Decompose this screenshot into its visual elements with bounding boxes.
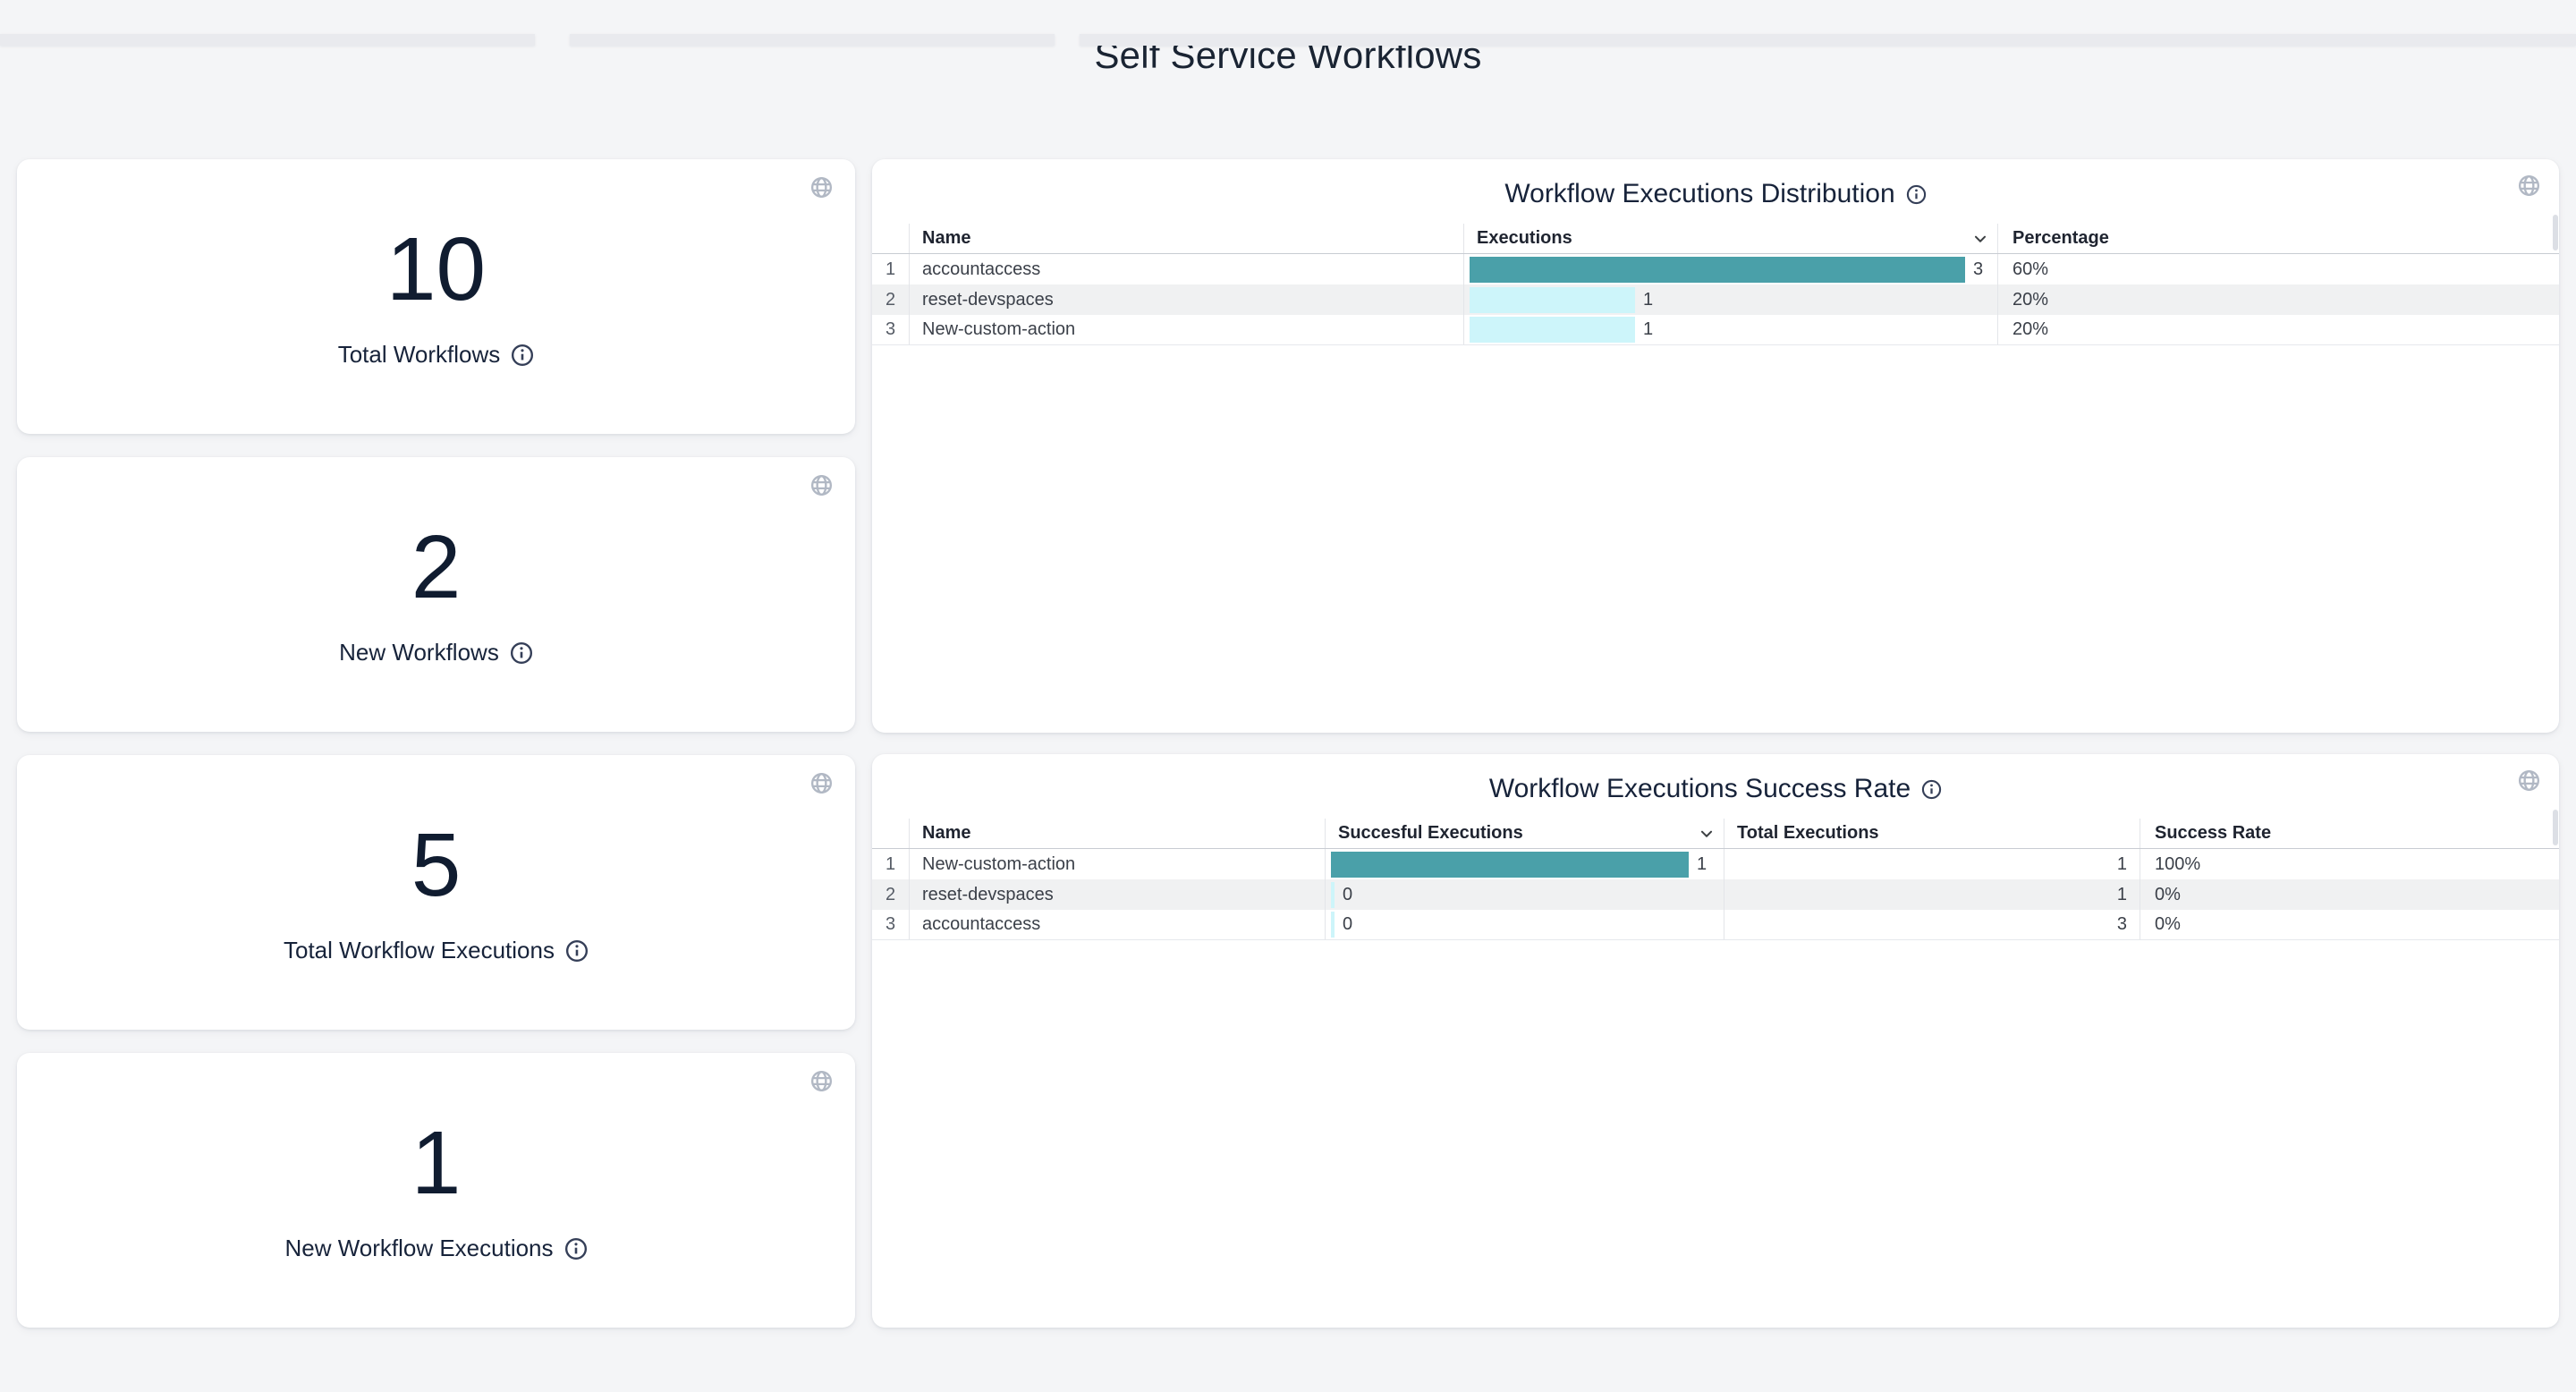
stat-card-total-workflows: 10 Total Workflows [17,159,855,434]
percentage-value: 20% [1997,284,2559,315]
stat-card-new-workflows: 2 New Workflows [17,457,855,732]
workflow-name: New-custom-action [909,849,1325,879]
table-row[interactable]: 1 accountaccess 3 60% [872,254,2559,284]
stat-card-column: 10 Total Workflows 2 New Workflows 5 Tot… [17,159,855,1328]
total-executions-value: 1 [1724,879,2140,910]
stat-card-new-workflow-executions: 1 New Workflow Executions [17,1053,855,1328]
stat-value: 2 [411,517,462,617]
stat-label: New Workflows [339,639,499,666]
table-title: Workflow Executions Success Rate [1488,774,1911,803]
scrollbar-thumb[interactable] [2553,215,2558,250]
bar-value: 1 [1697,853,1707,874]
workflow-name: accountaccess [909,254,1463,284]
globe-icon[interactable] [2517,174,2541,198]
table-row[interactable]: 1 New-custom-action 1 1 100% [872,849,2559,879]
dashboard: 10 Total Workflows 2 New Workflows 5 Tot… [0,159,2576,1328]
stat-label: Total Workflow Executions [284,937,555,963]
table-row[interactable]: 2 reset-devspaces 0 1 0% [872,879,2559,910]
info-icon[interactable] [510,641,533,665]
stat-value: 1 [411,1113,462,1213]
executions-bar [1470,256,1965,283]
info-icon[interactable] [1906,184,1927,205]
info-icon[interactable] [511,344,534,367]
executions-bar [1470,286,1635,313]
success-rate-value: 0% [2140,879,2559,910]
index-column-header [872,224,909,253]
table-header-row: Name Executions Percentage [872,224,2559,254]
index-column-header [872,819,909,848]
success-rate-column-header[interactable]: Success Rate [2140,819,2559,848]
stat-card-total-workflow-executions: 5 Total Workflow Executions [17,755,855,1030]
info-icon[interactable] [565,939,589,963]
bar-value: 0 [1343,914,1353,934]
percentage-column-header[interactable]: Percentage [1997,224,2559,253]
globe-icon[interactable] [809,473,834,497]
chevron-down-icon[interactable] [1697,824,1716,844]
scrollbar-thumb[interactable] [2553,810,2558,845]
workflow-executions-distribution-card: Workflow Executions Distribution Name Ex… [872,159,2559,733]
stat-label: Total Workflows [337,341,501,368]
workflow-name: reset-devspaces [909,284,1463,315]
stat-label: New Workflow Executions [284,1235,554,1261]
successful-executions-bar [1331,851,1689,878]
globe-icon[interactable] [809,175,834,199]
globe-icon[interactable] [809,771,834,795]
success-rate-value: 100% [2140,849,2559,879]
bar-value: 0 [1343,884,1353,904]
chevron-down-icon[interactable] [1970,229,1990,249]
top-tab-strip[interactable] [1080,34,2576,46]
name-column-header[interactable]: Name [909,224,1463,253]
table-column: Workflow Executions Distribution Name Ex… [872,159,2559,1328]
workflow-executions-success-rate-card: Workflow Executions Success Rate Name Su… [872,754,2559,1328]
table-title: Workflow Executions Distribution [1504,179,1895,208]
workflow-name: New-custom-action [909,315,1463,344]
top-tab-strip[interactable] [570,34,1055,46]
total-executions-value: 1 [1724,849,2140,879]
percentage-value: 20% [1997,315,2559,344]
executions-bar [1470,317,1635,343]
table-row[interactable]: 2 reset-devspaces 1 20% [872,284,2559,315]
workflow-name: reset-devspaces [909,879,1325,910]
stat-value: 5 [411,815,462,915]
top-tab-strip[interactable] [0,34,535,46]
bar-value: 3 [1973,259,1984,279]
percentage-value: 60% [1997,254,2559,284]
table-row[interactable]: 3 New-custom-action 1 20% [872,315,2559,345]
workflow-name: accountaccess [909,910,1325,939]
stat-value: 10 [386,219,487,319]
success-rate-table: Name Succesful Executions Total Executio… [872,819,2559,940]
distribution-table: Name Executions Percentage 1 accountacce… [872,224,2559,345]
info-icon[interactable] [1921,779,1942,800]
table-header-row: Name Succesful Executions Total Executio… [872,819,2559,849]
info-icon[interactable] [564,1237,588,1260]
globe-icon[interactable] [2517,768,2541,793]
total-executions-value: 3 [1724,910,2140,939]
name-column-header[interactable]: Name [909,819,1325,848]
bar-value: 1 [1643,289,1654,310]
successful-executions-column-header[interactable]: Succesful Executions [1325,819,1724,848]
bar-value: 1 [1643,319,1654,339]
globe-icon[interactable] [809,1069,834,1093]
success-rate-value: 0% [2140,910,2559,939]
total-executions-column-header[interactable]: Total Executions [1724,819,2140,848]
successful-executions-bar [1331,912,1335,938]
successful-executions-bar [1331,881,1335,908]
table-row[interactable]: 3 accountaccess 0 3 0% [872,910,2559,940]
executions-column-header[interactable]: Executions [1463,224,1997,253]
